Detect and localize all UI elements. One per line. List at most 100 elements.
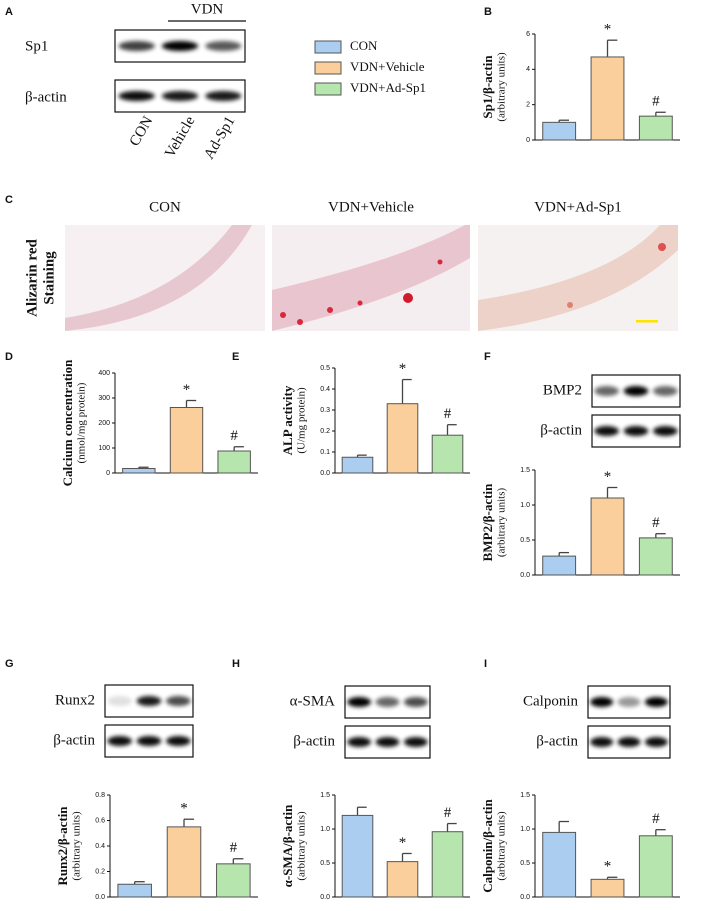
bar <box>117 883 152 898</box>
y-tick-label: 1.5 <box>520 792 530 799</box>
blot-band <box>617 697 641 707</box>
bar <box>431 434 464 474</box>
y-axis-label: Calponin/β-actin <box>480 798 495 892</box>
panel-letter: A <box>5 6 13 18</box>
y-axis-label: Sp1/β-actin <box>480 55 495 119</box>
y-tick-label: 0.0 <box>520 894 530 901</box>
significance-mark: # <box>652 515 660 531</box>
bar <box>341 814 374 898</box>
group-label: VDN <box>191 1 224 17</box>
significance-mark: * <box>604 22 612 38</box>
blot-band <box>118 91 155 101</box>
blot-band <box>403 697 428 707</box>
bar <box>590 878 625 898</box>
blot-band <box>653 426 678 436</box>
blot-band <box>617 737 641 747</box>
row-label: Staining <box>41 251 57 305</box>
blot-band <box>205 41 242 51</box>
bar <box>542 831 577 898</box>
y-axis-unit: (arbitrary units) <box>496 52 508 122</box>
blot-band <box>347 697 372 707</box>
panel-letter: C <box>5 194 13 206</box>
blot-row-label: β-actin <box>540 422 582 438</box>
y-tick-label: 0 <box>106 470 110 477</box>
blot-row-label: Runx2 <box>55 692 95 708</box>
panel-letter: D <box>5 351 13 363</box>
blot-band <box>375 737 400 747</box>
histology-image <box>478 225 678 331</box>
significance-mark: * <box>604 859 612 875</box>
y-axis-label: Runx2/β-actin <box>55 806 70 886</box>
blot-band <box>653 386 678 396</box>
y-tick-label: 0 <box>526 137 530 144</box>
histology-image <box>272 225 470 331</box>
significance-mark: * <box>604 469 612 485</box>
bar <box>590 497 625 576</box>
y-tick-label: 0.1 <box>320 449 330 456</box>
blot-band <box>118 41 155 51</box>
blot-band <box>347 737 372 747</box>
panel-letter: G <box>5 658 14 670</box>
y-tick-label: 1.0 <box>520 826 530 833</box>
bar <box>386 861 419 898</box>
significance-mark: * <box>399 835 407 851</box>
column-title: VDN+Vehicle <box>328 199 414 215</box>
blot-band <box>136 696 162 706</box>
y-tick-label: 300 <box>98 395 110 402</box>
blot-band <box>375 697 400 707</box>
blot-band <box>403 737 428 747</box>
blot-band <box>623 386 649 396</box>
y-axis-unit: (arbitrary units) <box>71 811 83 881</box>
blot-band <box>590 737 614 747</box>
bar <box>386 403 419 474</box>
y-tick-label: 0.0 <box>320 470 330 477</box>
column-title: VDN+Ad-Sp1 <box>534 199 622 215</box>
bar <box>169 407 204 474</box>
blot-row-label: β-actin <box>53 732 95 748</box>
column-title: CON <box>149 199 181 215</box>
blot-band <box>644 737 668 747</box>
panel-letter: I <box>484 658 487 670</box>
blot-row-label: α-SMA <box>290 693 336 709</box>
y-tick-label: 0.8 <box>95 792 105 799</box>
significance-mark: * <box>399 361 407 377</box>
histology-image <box>65 225 265 331</box>
blot-row-label: Calponin <box>523 693 578 709</box>
blot-band <box>166 736 191 746</box>
panel-letter: H <box>232 658 240 670</box>
blot-row-label: BMP2 <box>543 382 582 398</box>
significance-mark: # <box>444 805 452 821</box>
significance-mark: # <box>444 406 452 422</box>
blot-band <box>590 697 614 707</box>
y-axis-unit: (arbitrary units) <box>296 811 308 881</box>
y-tick-label: 0.5 <box>320 860 330 867</box>
lane-label: Ad-Sp1 <box>201 114 238 162</box>
blot-band <box>107 736 132 746</box>
y-tick-label: 1.0 <box>520 502 530 509</box>
blot-band <box>161 41 199 51</box>
bar <box>542 555 577 576</box>
bar <box>166 826 202 898</box>
blot-band <box>644 697 668 707</box>
panel-letter: F <box>484 351 491 363</box>
panel-letter: E <box>232 351 239 363</box>
blot-band <box>166 696 191 706</box>
y-axis-unit: (arbitrary units) <box>496 811 508 881</box>
y-tick-label: 0.5 <box>320 365 330 372</box>
y-tick-label: 0.0 <box>520 572 530 579</box>
y-tick-label: 0.3 <box>320 407 330 414</box>
blot-band <box>594 386 619 396</box>
y-axis-label: Calcium concentration <box>60 359 75 487</box>
y-tick-label: 200 <box>98 420 110 427</box>
blot-band <box>107 696 132 706</box>
blot-band <box>594 426 619 436</box>
y-tick-label: 0.5 <box>520 537 530 544</box>
significance-mark: # <box>230 428 238 444</box>
y-tick-label: 0.2 <box>320 428 330 435</box>
y-tick-label: 0.4 <box>320 386 330 393</box>
bar <box>542 121 577 141</box>
y-axis-unit: (arbitrary units) <box>496 487 508 557</box>
y-tick-label: 2 <box>526 102 530 109</box>
